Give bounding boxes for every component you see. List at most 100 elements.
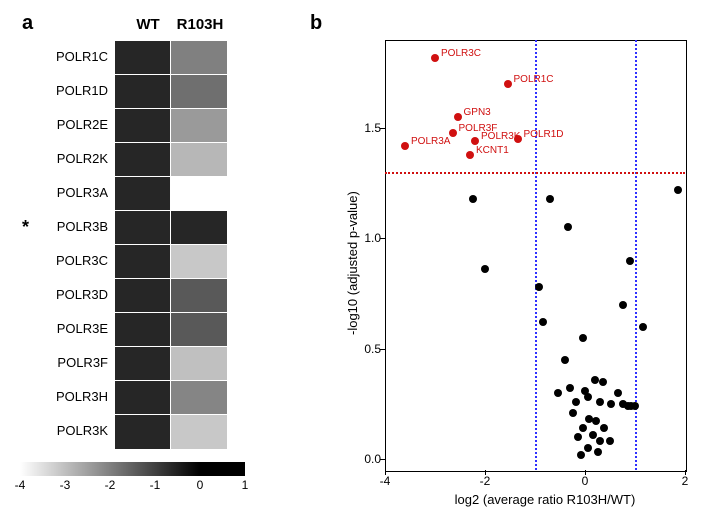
y-tick-mark [380,349,385,350]
volcano-point [572,398,580,406]
x-axis-title: log2 (average ratio R103H/WT) [435,492,655,507]
heatmap-row-label: POLR2E [30,117,108,132]
heatmap-cell [114,176,172,212]
heatmap-cell [114,380,172,416]
heatmap-row-label: POLR3B [30,219,108,234]
volcano-point [607,400,615,408]
color-scale-tick: 1 [233,478,257,492]
volcano-point [577,451,585,459]
heatmap-cell [170,380,228,416]
heatmap-row-label: POLR3K [30,423,108,438]
heatmap-cell [114,108,172,144]
volcano-point-label: POLR1C [514,74,554,85]
heatmap-cell [170,210,228,246]
heatmap-row-label: POLR1C [30,49,108,64]
color-scale-tick: -2 [98,478,122,492]
volcano-point [569,409,577,417]
volcano-point [469,195,477,203]
volcano-point [539,318,547,326]
heatmap-cell [170,278,228,314]
heatmap-cell [170,74,228,110]
volcano-point-label: POLR3A [411,136,450,147]
volcano-point [554,389,562,397]
volcano-point [535,283,543,291]
volcano-point-label: KCNT1 [476,145,509,156]
heatmap-cell [114,346,172,382]
y-tick: 1.5 [355,121,381,135]
x-tick-mark [685,470,686,475]
heatmap-cell [170,312,228,348]
heatmap-cell [170,176,228,212]
heatmap-cell [114,312,172,348]
heatmap-cell [170,244,228,280]
y-tick-mark [380,238,385,239]
heatmap-row-label: POLR3H [30,389,108,404]
heatmap-cell [170,142,228,178]
color-scale-tick: -4 [8,478,32,492]
heatmap-cell [114,40,172,76]
volcano-point [596,398,604,406]
x-tick: -4 [375,474,395,488]
volcano-point [626,257,634,265]
heatmap-col-header: R103H [172,16,228,33]
volcano-point-label: POLR1D [524,129,564,140]
heatmap-cell [114,278,172,314]
x-tick: 2 [675,474,695,488]
asterisk-icon: * [22,217,29,238]
volcano-point [599,378,607,386]
volcano-point [454,113,462,121]
volcano-point [579,334,587,342]
heatmap-cell [114,244,172,280]
panel-b-label: b [310,12,322,35]
volcano-point-label: POLR3C [441,48,481,59]
y-tick-mark [380,459,385,460]
volcano-point [639,323,647,331]
volcano-point [674,186,682,194]
color-scale-tick: 0 [188,478,212,492]
heatmap-cell [114,74,172,110]
volcano-point [504,80,512,88]
volcano-point [561,356,569,364]
volcano-point [579,424,587,432]
volcano-point [466,151,474,159]
heatmap-cell [170,346,228,382]
x-tick: 0 [575,474,595,488]
volcano-point [619,301,627,309]
heatmap-row-label: POLR3A [30,185,108,200]
volcano-point [594,448,602,456]
volcano-point-label: GPN3 [464,107,491,118]
x-tick-mark [485,470,486,475]
volcano-point [591,376,599,384]
volcano-point [546,195,554,203]
volcano-point [401,142,409,150]
heatmap-row-label: POLR3C [30,253,108,268]
volcano-point [584,444,592,452]
heatmap-cell [114,414,172,450]
heatmap-cell [170,414,228,450]
volcano-point [431,54,439,62]
heatmap-col-header: WT [120,16,176,33]
volcano-point [584,393,592,401]
volcano-point [589,431,597,439]
threshold-line-vertical [535,40,537,470]
heatmap-row-label: POLR2K [30,151,108,166]
panel-a-label: a [22,12,33,35]
heatmap-row-label: POLR3D [30,287,108,302]
volcano-point [564,223,572,231]
y-axis-title: -log10 (adjusted p-value) [345,191,360,335]
heatmap-row-label: POLR3E [30,321,108,336]
volcano-point [514,135,522,143]
heatmap-cell [170,40,228,76]
x-tick: -2 [475,474,495,488]
volcano-point [449,129,457,137]
volcano-point [614,389,622,397]
y-tick-mark [380,128,385,129]
x-tick-mark [385,470,386,475]
y-tick: 0.5 [355,342,381,356]
color-scale-tick: -1 [143,478,167,492]
heatmap-cell [114,142,172,178]
heatmap-cell [170,108,228,144]
volcano-point [574,433,582,441]
color-scale-tick: -3 [53,478,77,492]
volcano-point [631,402,639,410]
